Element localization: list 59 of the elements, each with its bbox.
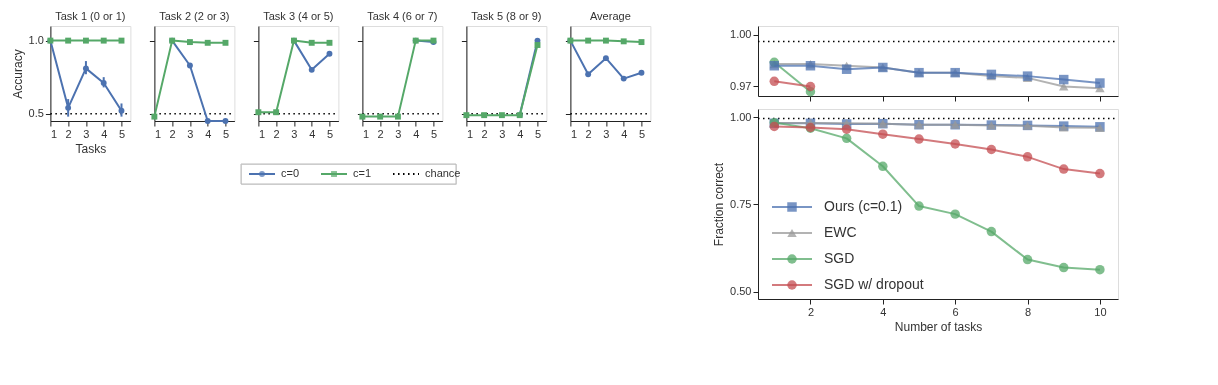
x-tick-label: 1 bbox=[258, 127, 265, 140]
chart-title: Task 1 (0 or 1) bbox=[55, 10, 126, 22]
x-tick-label: 2 bbox=[273, 127, 280, 140]
x-tick-label: 4 bbox=[517, 127, 524, 140]
x-tick-label: 1 bbox=[50, 127, 57, 140]
x-axis-title: Tasks bbox=[75, 141, 107, 156]
y-axis-title: Fraction correct bbox=[712, 162, 727, 247]
x-tick-label: 5 bbox=[638, 127, 646, 140]
x-tick-label: 2 bbox=[169, 127, 176, 140]
x-tick-label: 4 bbox=[621, 127, 628, 140]
y-tick-label: 0.97 bbox=[730, 79, 752, 92]
x-tick-label: 6 bbox=[952, 305, 959, 318]
x-tick-label: 2 bbox=[807, 305, 815, 318]
x-tick-label: 5 bbox=[430, 127, 438, 140]
y-tick-label: 0.50 bbox=[730, 285, 752, 298]
x-tick-label: 10 bbox=[1094, 305, 1107, 318]
x-tick-label: 1 bbox=[570, 127, 577, 140]
legend-label: c=1 bbox=[353, 167, 372, 179]
x-tick-label: 3 bbox=[291, 127, 298, 140]
y-tick-label: 1.0 bbox=[28, 34, 44, 47]
chart-title: Task 2 (2 or 3) bbox=[159, 10, 230, 22]
x-tick-label: 4 bbox=[309, 127, 316, 140]
x-tick-label: 4 bbox=[101, 127, 108, 140]
x-tick-label: 1 bbox=[362, 127, 369, 140]
x-tick-label: 2 bbox=[65, 127, 72, 140]
y-tick-label: 1.00 bbox=[730, 110, 752, 123]
x-tick-label: 8 bbox=[1024, 305, 1032, 318]
x-tick-label: 4 bbox=[205, 127, 212, 140]
x-tick-label: 2 bbox=[585, 127, 592, 140]
x-tick-label: 5 bbox=[118, 127, 126, 140]
x-tick-label: 4 bbox=[880, 305, 887, 318]
legend-label: EWC bbox=[824, 224, 857, 240]
legend-label: Ours (c=0.1) bbox=[824, 198, 903, 214]
x-tick-label: 3 bbox=[187, 127, 194, 140]
legend-label: SGD bbox=[824, 250, 855, 266]
chart-title: Task 5 (8 or 9) bbox=[471, 10, 542, 22]
x-tick-label: 3 bbox=[83, 127, 90, 140]
x-tick-label: 5 bbox=[326, 127, 334, 140]
x-tick-label: 5 bbox=[534, 127, 542, 140]
y-axis-title: Accuracy bbox=[10, 49, 25, 99]
legend-label: chance bbox=[425, 167, 461, 179]
y-tick-label: 1.00 bbox=[730, 28, 752, 41]
x-tick-label: 2 bbox=[377, 127, 384, 140]
y-tick-label: 0.75 bbox=[730, 197, 752, 210]
x-tick-label: 3 bbox=[395, 127, 402, 140]
x-tick-label: 4 bbox=[413, 127, 420, 140]
chart-title: Average bbox=[589, 10, 631, 22]
x-axis-title: Number of tasks bbox=[894, 319, 983, 334]
x-tick-label: 5 bbox=[222, 127, 230, 140]
x-tick-label: 3 bbox=[499, 127, 506, 140]
legend-label: SGD w/ dropout bbox=[824, 276, 924, 292]
x-tick-label: 2 bbox=[481, 127, 488, 140]
y-tick-label: 0.5 bbox=[28, 107, 44, 120]
x-tick-label: 1 bbox=[154, 127, 161, 140]
chart-title: Task 4 (6 or 7) bbox=[367, 10, 438, 22]
x-tick-label: 3 bbox=[603, 127, 610, 140]
x-tick-label: 1 bbox=[466, 127, 473, 140]
legend-label: c=0 bbox=[281, 167, 300, 179]
chart-title: Task 3 (4 or 5) bbox=[263, 10, 334, 22]
